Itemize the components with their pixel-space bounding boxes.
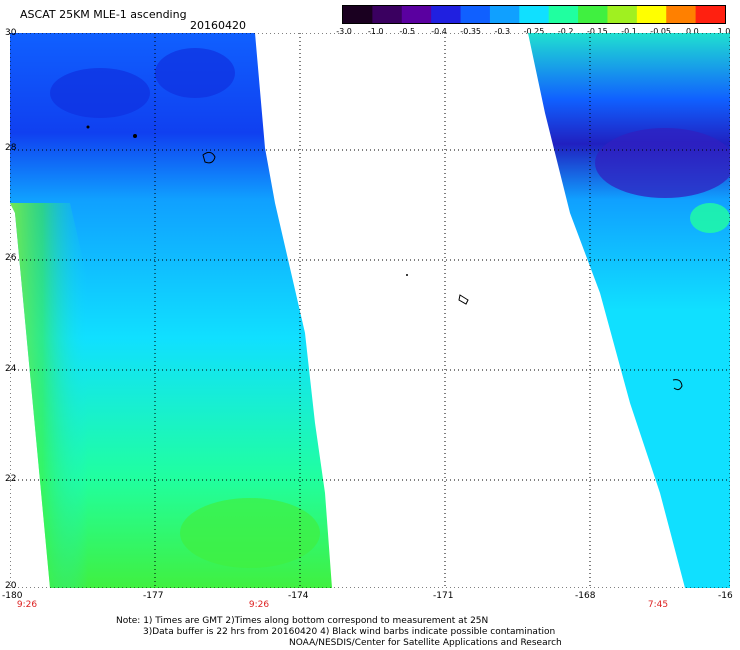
- colorbar-tick-label: -0.05: [650, 27, 672, 36]
- island-2: [458, 294, 469, 305]
- note-line-3: NOAA/NESDIS/Center for Satellite Applica…: [289, 638, 562, 648]
- right-swath: [528, 33, 730, 588]
- colorbar-segment: [666, 6, 697, 23]
- purple-patch: [595, 128, 730, 198]
- colorbar-segment: [636, 6, 667, 23]
- colorbar-tick-label: -0.2: [557, 27, 574, 36]
- note-line-1: Note: 1) Times are GMT 2)Times along bot…: [116, 616, 489, 626]
- time-label-right: 7:45: [647, 600, 669, 610]
- colorbar-tick-label: -0.1: [621, 27, 637, 36]
- swath-map: [10, 33, 730, 588]
- colorbar-tick-label: -0.3: [494, 27, 511, 36]
- dark-blue-patch-2: [155, 48, 235, 98]
- colorbar-tick-label: 0.0: [685, 27, 699, 36]
- colorbar-segment: [401, 6, 432, 23]
- product-title: ASCAT 25KM MLE-1 ascending: [20, 8, 187, 21]
- lat-label-22: 22: [5, 474, 17, 484]
- island-6: [406, 274, 408, 276]
- lon-label-171: -171: [433, 591, 454, 601]
- colorbar-segment: [489, 6, 520, 23]
- island-5: [86, 125, 90, 129]
- colorbar-tick-label: -0.5: [399, 27, 416, 36]
- island-4: [133, 134, 137, 138]
- lat-label-30: 30: [5, 28, 17, 38]
- product-date: 20160420: [190, 19, 246, 32]
- lon-label-168: -168: [575, 591, 596, 601]
- lon-label-180: -180: [2, 591, 23, 601]
- colorbar-tick-label: -1.0: [367, 27, 384, 36]
- colorbar-segment: [460, 6, 491, 23]
- colorbar-segment: [372, 6, 403, 23]
- lat-label-26: 26: [5, 253, 17, 263]
- green-patch: [180, 498, 320, 568]
- note-line-2: 3)Data buffer is 22 hrs from 20160420 4)…: [143, 627, 556, 637]
- graticule: [10, 33, 730, 588]
- colorbar-tick-label: -0.25: [523, 27, 545, 36]
- lat-label-28: 28: [5, 143, 17, 153]
- colorbar-segment: [519, 6, 550, 23]
- left-swath-edge: [10, 203, 140, 588]
- island-3: [672, 379, 683, 391]
- time-label-left: 9:26: [16, 600, 38, 610]
- colorbar-tick-label: -0.35: [460, 27, 482, 36]
- colorbar-segment: [343, 6, 373, 23]
- lat-label-24: 24: [5, 364, 17, 374]
- colorbar-segment: [548, 6, 579, 23]
- colorbar-tick-label: 1.0: [717, 27, 731, 36]
- colorbar-tick-label: -0.4: [431, 27, 447, 36]
- lon-label-174: -174: [288, 591, 309, 601]
- colorbar-tick-label: -0.15: [586, 27, 608, 36]
- lat-label-20: 20: [5, 581, 17, 591]
- colorbar-segment: [431, 6, 462, 23]
- lon-label-165: -16: [718, 591, 733, 601]
- colorbar-tick-label: -3.0: [336, 27, 352, 36]
- island-1: [202, 151, 216, 164]
- time-label-mid: 9:26: [248, 600, 270, 610]
- green-patch-right: [690, 203, 730, 233]
- colorbar-segment: [578, 6, 608, 23]
- lon-label-177: -177: [143, 591, 164, 601]
- colorbar: [342, 5, 726, 24]
- colorbar-segment: [695, 6, 725, 23]
- dark-blue-patch-1: [50, 68, 150, 118]
- colorbar-segment: [607, 6, 638, 23]
